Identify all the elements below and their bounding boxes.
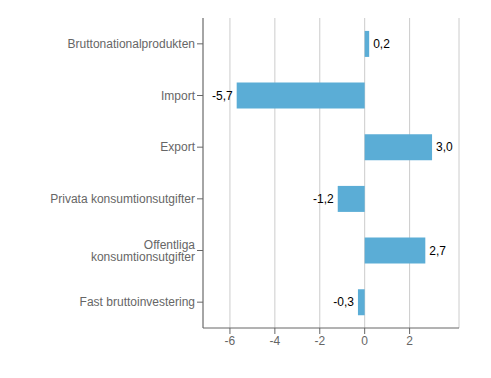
svg-text:-2: -2 (314, 334, 325, 348)
svg-text:Export: Export (160, 140, 195, 154)
svg-text:Fast bruttoinvestering: Fast bruttoinvestering (80, 295, 195, 309)
svg-text:-1,2: -1,2 (313, 192, 334, 206)
svg-text:Bruttonationalprodukten: Bruttonationalprodukten (68, 37, 195, 51)
svg-text:-6: -6 (225, 334, 236, 348)
svg-text:2: 2 (406, 334, 413, 348)
svg-text:2,7: 2,7 (429, 244, 446, 258)
svg-text:Offentligakonsumtionsutgifter: Offentligakonsumtionsutgifter (91, 238, 195, 264)
svg-text:0,2: 0,2 (373, 37, 390, 51)
svg-text:Import: Import (161, 89, 196, 103)
svg-text:3,0: 3,0 (436, 140, 453, 154)
svg-text:-0,3: -0,3 (333, 295, 354, 309)
svg-text:0: 0 (361, 334, 368, 348)
svg-text:Privata konsumtionsutgifter: Privata konsumtionsutgifter (50, 192, 195, 206)
svg-text:-4: -4 (270, 334, 281, 348)
svg-text:-5,7: -5,7 (212, 89, 233, 103)
